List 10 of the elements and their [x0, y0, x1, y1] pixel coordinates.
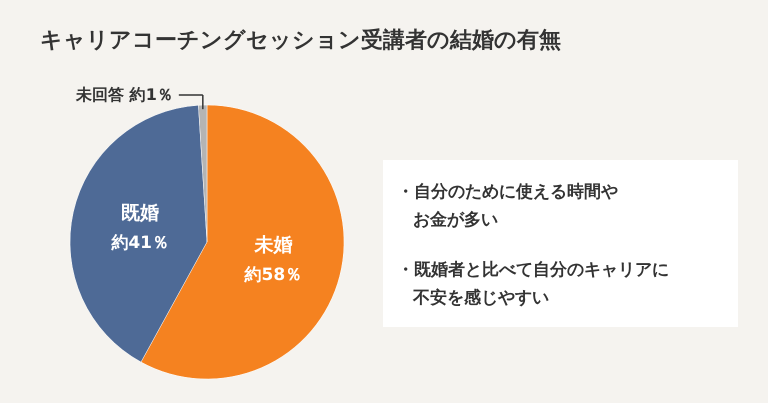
text: お金が多い [413, 210, 498, 230]
text: ・既婚者と比べて自分のキャリアに [397, 260, 669, 280]
data-label: 約58％ [244, 265, 302, 286]
slice-label: 既婚 [121, 202, 160, 224]
chart-title: キャリアコーチングセッション受講者の結婚の有無 [40, 28, 561, 53]
data-label: 約41％ [110, 233, 169, 254]
slice-label: 未婚 [253, 234, 292, 256]
slice-label: 未回答 約1％ [75, 85, 173, 104]
text: ・自分のために使える時間や [397, 182, 618, 202]
text: 不安を感じやすい [412, 288, 549, 308]
